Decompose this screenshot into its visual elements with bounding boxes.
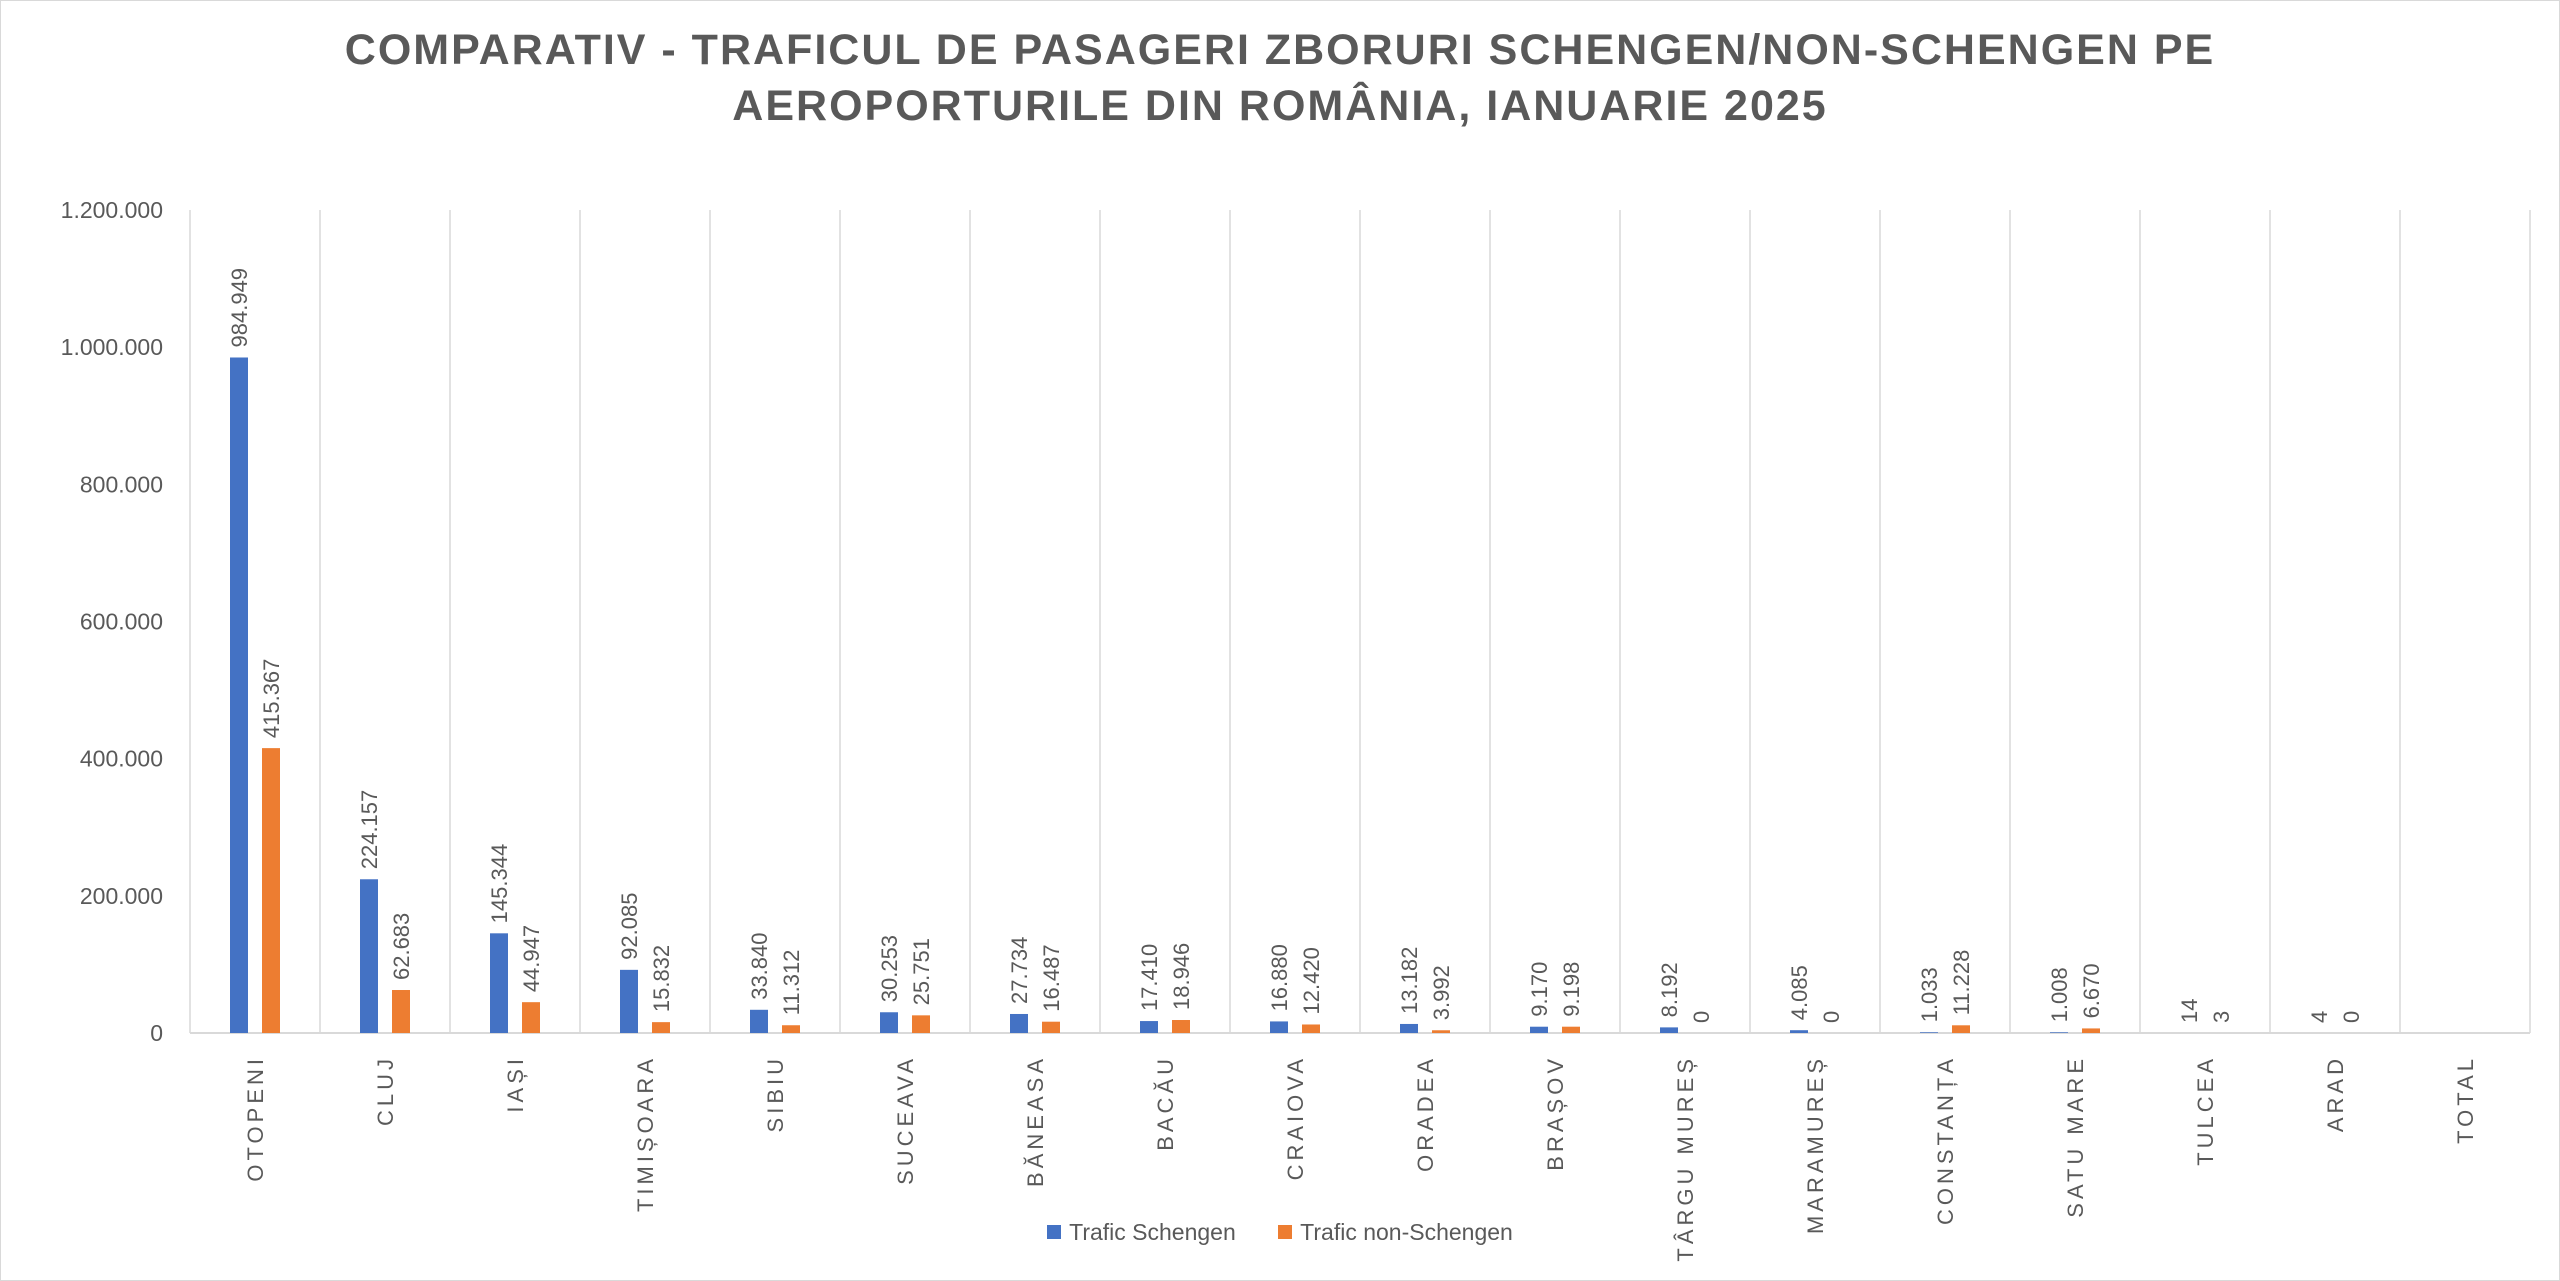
bar-schengen bbox=[880, 1012, 898, 1033]
y-tick-label: 1.200.000 bbox=[61, 197, 163, 223]
data-label-schengen: 13.182 bbox=[1397, 947, 1422, 1014]
data-label-non-schengen: 0 bbox=[1819, 1011, 1844, 1023]
data-label-schengen: 145.344 bbox=[487, 844, 512, 924]
data-label-non-schengen: 18.946 bbox=[1169, 943, 1194, 1010]
x-tick-label: SIBIU bbox=[763, 1055, 788, 1132]
x-tick-label: SATU MARE bbox=[2063, 1055, 2088, 1218]
bar-non-schengen bbox=[262, 748, 280, 1033]
x-tick-label: TÂRGU MUREȘ bbox=[1673, 1055, 1698, 1262]
data-label-non-schengen: 16.487 bbox=[1039, 944, 1064, 1011]
legend-swatch-non-schengen bbox=[1278, 1225, 1293, 1239]
bar-schengen bbox=[2050, 1032, 2068, 1033]
data-label-schengen: 92.085 bbox=[617, 893, 642, 960]
legend-item-schengen: Trafic Schengen bbox=[1047, 1219, 1236, 1246]
data-label-non-schengen: 0 bbox=[2339, 1011, 2364, 1023]
chart-title: COMPARATIV - TRAFICUL DE PASAGERI ZBORUR… bbox=[0, 22, 2560, 134]
x-tick-label: SUCEAVA bbox=[893, 1055, 918, 1185]
legend-label-non-schengen: Trafic non-Schengen bbox=[1300, 1218, 1513, 1245]
data-label-schengen: 14 bbox=[2177, 999, 2202, 1023]
bar-schengen bbox=[360, 879, 378, 1033]
chart-title-line-2: AEROPORTURILE DIN ROMÂNIA, IANUARIE 2025 bbox=[732, 82, 1828, 130]
bar-non-schengen bbox=[1562, 1026, 1580, 1033]
data-label-non-schengen: 11.228 bbox=[1949, 950, 1974, 1016]
x-tick-label: BRAȘOV bbox=[1543, 1055, 1568, 1171]
data-label-schengen: 27.734 bbox=[1007, 937, 1032, 1004]
y-tick-label: 400.000 bbox=[80, 746, 163, 772]
data-label-schengen: 1.033 bbox=[1917, 967, 1942, 1022]
data-label-non-schengen: 11.312 bbox=[779, 950, 804, 1016]
bar-schengen bbox=[1010, 1013, 1028, 1033]
data-label-non-schengen: 44.947 bbox=[519, 925, 544, 992]
bar-non-schengen bbox=[1042, 1021, 1060, 1033]
bar-schengen bbox=[1660, 1027, 1678, 1033]
y-tick-label: 1.000.000 bbox=[61, 334, 163, 360]
data-label-non-schengen: 9.198 bbox=[1559, 962, 1584, 1017]
bar-non-schengen bbox=[1432, 1030, 1450, 1033]
bar-non-schengen bbox=[522, 1002, 540, 1033]
data-label-non-schengen: 12.420 bbox=[1299, 947, 1324, 1014]
x-tick-label: TOTAL bbox=[2453, 1055, 2478, 1144]
y-tick-label: 200.000 bbox=[80, 883, 163, 909]
bar-non-schengen bbox=[652, 1022, 670, 1033]
bar-non-schengen bbox=[392, 990, 410, 1033]
x-tick-label: MARAMUREȘ bbox=[1803, 1055, 1828, 1234]
data-label-non-schengen: 3.992 bbox=[1429, 965, 1454, 1020]
bar-schengen bbox=[1790, 1030, 1808, 1033]
bar-non-schengen bbox=[1172, 1020, 1190, 1033]
bar-non-schengen bbox=[782, 1025, 800, 1033]
bar-non-schengen bbox=[1952, 1025, 1970, 1033]
bar-schengen bbox=[1530, 1026, 1548, 1033]
data-label-schengen: 30.253 bbox=[877, 935, 902, 1002]
data-label-schengen: 1.008 bbox=[2047, 967, 2072, 1022]
legend-label-schengen: Trafic Schengen bbox=[1069, 1218, 1236, 1245]
data-label-schengen: 984.949 bbox=[227, 268, 252, 348]
y-tick-label: 600.000 bbox=[80, 609, 163, 635]
chart-title-line-1: COMPARATIV - TRAFICUL DE PASAGERI ZBORUR… bbox=[344, 26, 2216, 74]
data-label-schengen: 17.410 bbox=[1137, 944, 1162, 1011]
data-label-schengen: 8.192 bbox=[1657, 962, 1682, 1017]
data-label-schengen: 4 bbox=[2307, 1011, 2332, 1023]
data-label-schengen: 4.085 bbox=[1787, 965, 1812, 1020]
data-label-non-schengen: 3 bbox=[2209, 1011, 2234, 1023]
chart-legend: Trafic Schengen Trafic non-Schengen bbox=[0, 1218, 2560, 1246]
data-label-non-schengen: 6.670 bbox=[2079, 963, 2104, 1018]
x-tick-label: BACĂU bbox=[1153, 1055, 1178, 1151]
x-tick-label: BĂNEASA bbox=[1023, 1055, 1048, 1187]
bar-schengen bbox=[1400, 1023, 1418, 1033]
x-tick-label: TULCEA bbox=[2193, 1055, 2218, 1166]
data-label-non-schengen: 0 bbox=[1689, 1011, 1714, 1023]
bar-schengen bbox=[230, 357, 248, 1033]
x-tick-label: CRAIOVA bbox=[1283, 1055, 1308, 1180]
bar-schengen bbox=[1920, 1032, 1938, 1033]
bar-schengen bbox=[750, 1009, 768, 1033]
data-label-schengen: 224.157 bbox=[357, 790, 382, 870]
y-tick-label: 800.000 bbox=[80, 471, 163, 497]
x-tick-label: IAȘI bbox=[503, 1055, 528, 1113]
data-label-non-schengen: 25.751 bbox=[909, 938, 934, 1005]
data-label-schengen: 16.880 bbox=[1267, 944, 1292, 1011]
x-tick-label: ORADEA bbox=[1413, 1055, 1438, 1172]
x-tick-label: OTOPENI bbox=[243, 1055, 268, 1182]
bar-schengen bbox=[620, 969, 638, 1033]
x-tick-label: ARAD bbox=[2323, 1055, 2348, 1132]
data-label-schengen: 33.840 bbox=[747, 932, 772, 999]
data-label-non-schengen: 62.683 bbox=[389, 913, 414, 980]
legend-swatch-schengen bbox=[1047, 1225, 1062, 1239]
y-tick-label: 0 bbox=[150, 1020, 163, 1046]
bar-non-schengen bbox=[1302, 1024, 1320, 1033]
legend-item-non-schengen: Trafic non-Schengen bbox=[1278, 1219, 1513, 1246]
x-tick-label: CLUJ bbox=[373, 1055, 398, 1126]
x-tick-label: CONSTANȚA bbox=[1933, 1055, 1958, 1225]
bar-non-schengen bbox=[912, 1015, 930, 1033]
bar-schengen bbox=[1140, 1021, 1158, 1033]
data-label-schengen: 9.170 bbox=[1527, 962, 1552, 1017]
x-tick-label: TIMIȘOARA bbox=[633, 1055, 658, 1212]
bar-non-schengen bbox=[2082, 1028, 2100, 1033]
data-label-non-schengen: 15.832 bbox=[649, 945, 674, 1012]
data-label-non-schengen: 415.367 bbox=[259, 659, 284, 739]
bar-schengen bbox=[1270, 1021, 1288, 1033]
bar-schengen bbox=[490, 933, 508, 1033]
